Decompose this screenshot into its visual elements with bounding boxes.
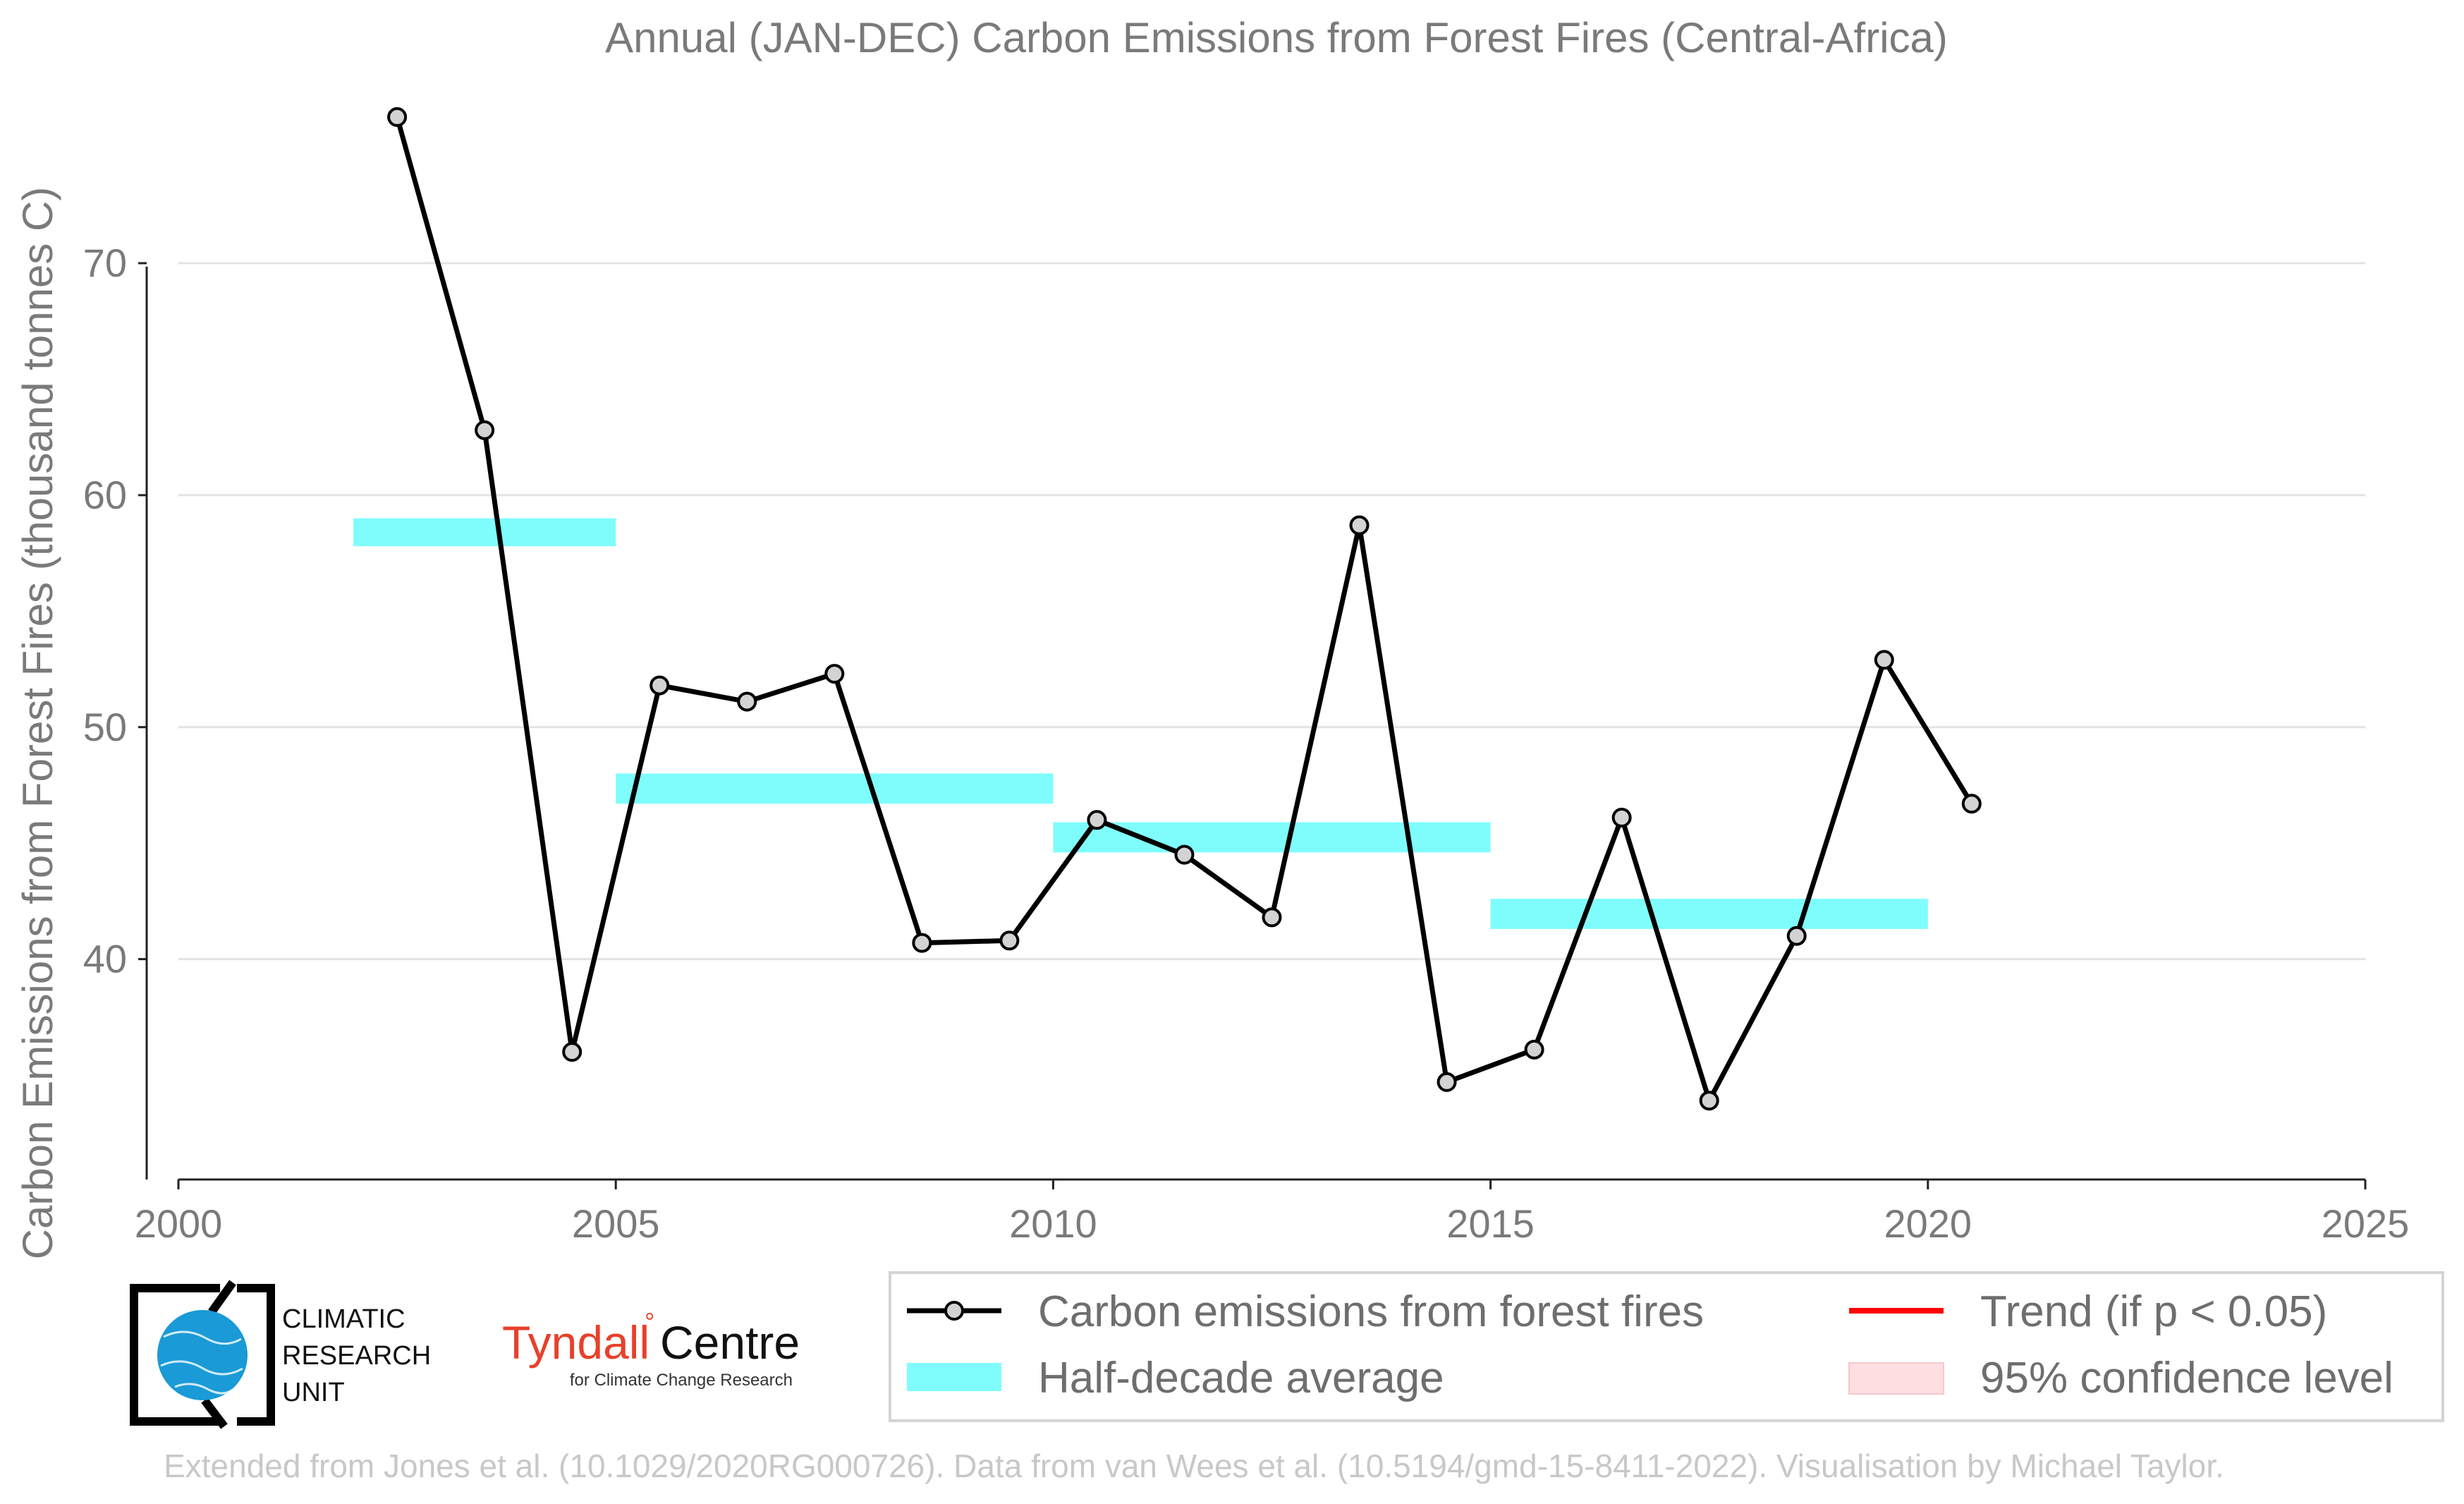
x-tick-label-2015: 2015: [1446, 1201, 1535, 1246]
data-point-2020.5: [1961, 794, 1982, 814]
legend-trend-label: Trend (if p < 0.05): [1980, 1287, 2327, 1336]
x-tick-label-2005: 2005: [572, 1201, 660, 1246]
y-tick-label-60: 60: [83, 473, 127, 517]
data-point-2007.5: [824, 664, 845, 684]
legend-confidence-label: 95% confidence level: [1980, 1354, 2393, 1402]
data-point-2011.5: [1174, 844, 1195, 865]
cru-logo-slash-bottom: [201, 1397, 228, 1429]
globe-wave-2: [160, 1360, 243, 1376]
y-tick-label-50: 50: [83, 705, 127, 749]
globe-wave-1: [163, 1330, 242, 1345]
x-tick-label-2020: 2020: [1884, 1201, 1972, 1246]
legend-line-label: Carbon emissions from forest fires: [1038, 1287, 1704, 1336]
x-tick-label-2000: 2000: [135, 1201, 223, 1246]
series-line-0: [394, 116, 1974, 1103]
y-axis-ticks: 40 50 60 70: [83, 241, 147, 981]
data-point-2013.5: [1349, 515, 1370, 535]
cru-logo: CLIMATIC RESEARCH UNIT: [130, 1280, 431, 1429]
data-point-2003.5: [475, 420, 495, 440]
half-decade-band-0: [353, 518, 616, 547]
cru-logo-line1: CLIMATIC: [282, 1304, 405, 1334]
cru-logo-bracket-right: [237, 1284, 275, 1426]
legend-band-swatch: [907, 1363, 1001, 1391]
y-tick-label-40: 40: [83, 937, 127, 981]
tyndall-logo-wordmark: Tyndall: [502, 1316, 649, 1369]
tyndall-logo-name: Tyndall: [502, 1316, 649, 1369]
data-point-2012.5: [1262, 907, 1282, 928]
data-point-2017.5: [1699, 1091, 1719, 1111]
x-tick-label-2010: 2010: [1009, 1201, 1097, 1246]
data-point-2006.5: [737, 691, 757, 712]
tyndall-degree-mark: °: [645, 1307, 654, 1336]
data-point-2019.5: [1874, 650, 1894, 670]
emissions-series: [387, 107, 1982, 1111]
globe-wave-3: [174, 1383, 233, 1395]
half-decade-band-2: [1053, 822, 1491, 853]
half-decade-band-3: [1490, 899, 1928, 929]
y-axis-label: Carbon Emissions from Forest Fires (thou…: [14, 187, 61, 1260]
data-point-2018.5: [1786, 926, 1807, 946]
legend-marker-swatch: [944, 1301, 964, 1321]
data-point-2009.5: [999, 930, 1020, 951]
data-point-2002.5: [387, 107, 408, 127]
y-tick-label-70: 70: [83, 241, 127, 285]
legend-confidence-swatch: [1848, 1362, 1944, 1395]
chart-title: Annual (JAN-DEC) Carbon Emissions from F…: [605, 14, 1948, 61]
legend-box: [889, 1271, 2444, 1422]
x-axis-ticks: 2000 2005 2010 2015 2020 2025: [135, 1179, 2410, 1246]
x-tick-label-2025: 2025: [2322, 1201, 2410, 1246]
data-point-2005.5: [649, 675, 670, 696]
data-point-2010.5: [1087, 810, 1107, 830]
half-decade-bands: [353, 518, 1928, 929]
data-point-2014.5: [1437, 1072, 1457, 1092]
tyndall-logo-centre: Centre: [660, 1316, 800, 1369]
data-point-2015.5: [1524, 1039, 1544, 1060]
data-point-2016.5: [1611, 808, 1632, 828]
cru-logo-line2: RESEARCH: [282, 1341, 431, 1371]
data-point-2004.5: [562, 1042, 583, 1062]
tyndall-logo: Tyndall ° Centre for Climate Change Rese…: [502, 1307, 800, 1390]
tyndall-logo-subtitle: for Climate Change Research: [570, 1371, 793, 1390]
legend: Carbon emissions from forest fires Half-…: [889, 1271, 2444, 1422]
gridlines: [178, 262, 2365, 961]
legend-band-label: Half-decade average: [1038, 1354, 1444, 1402]
cru-logo-slash-top: [208, 1280, 236, 1315]
cru-logo-line3: UNIT: [282, 1378, 345, 1407]
source-credit: Extended from Jones et al. (10.1029/2020…: [164, 1448, 2224, 1484]
cru-logo-bracket-left: [130, 1284, 220, 1426]
data-point-2008.5: [912, 933, 932, 953]
half-decade-band-1: [616, 773, 1054, 804]
